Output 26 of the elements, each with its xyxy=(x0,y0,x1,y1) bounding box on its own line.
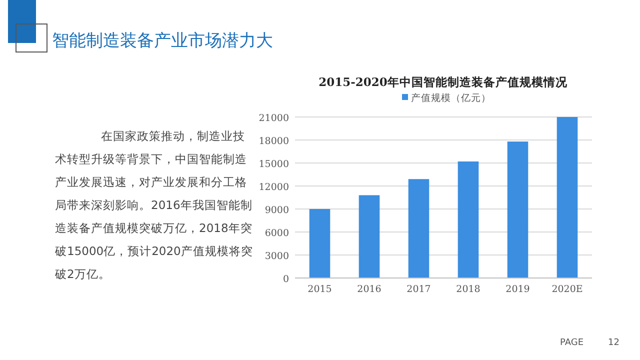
bar xyxy=(309,209,330,278)
x-tick-label: 2020E xyxy=(552,284,583,295)
x-tick-label: 2017 xyxy=(406,284,431,295)
bar xyxy=(408,179,430,278)
text: 在国家政策推动，制造业技术转型升级等背景下，中国智能制造产业发展迅速，对产业发展和分工格局带来深刻影响。2016年我国智能制造装备产值规模突破万亿，2018年突破15000亿，预计2020产值规模将突破2万亿。 xyxy=(55,128,253,283)
bar xyxy=(458,161,479,278)
y-tick-label: 18000 xyxy=(258,136,289,147)
bar xyxy=(507,142,528,278)
bar xyxy=(556,117,578,278)
y-tick-label: 0 xyxy=(282,274,289,285)
y-tick-label: 3000 xyxy=(264,251,289,262)
y-tick-label: 6000 xyxy=(264,228,289,239)
y-tick-label: 9000 xyxy=(264,205,289,216)
x-tick-label: 2016 xyxy=(357,284,382,295)
chart-title: 2015-2020年中国智能制造装备产值规模情况 xyxy=(318,75,568,89)
legend-label: 产值规模（亿元） xyxy=(411,92,491,104)
text: 12 xyxy=(608,338,620,348)
x-tick-label: 2015 xyxy=(308,284,332,295)
x-tick-label: 2018 xyxy=(456,284,480,295)
bar xyxy=(358,195,380,278)
y-tick-label: 12000 xyxy=(258,182,289,193)
text: 智能制造装备产业市场潜力大 xyxy=(52,30,273,52)
y-tick-label: 15000 xyxy=(258,159,289,170)
text: PAGE xyxy=(560,338,584,348)
y-tick-label: 21000 xyxy=(258,113,289,124)
x-tick-label: 2019 xyxy=(506,284,530,295)
